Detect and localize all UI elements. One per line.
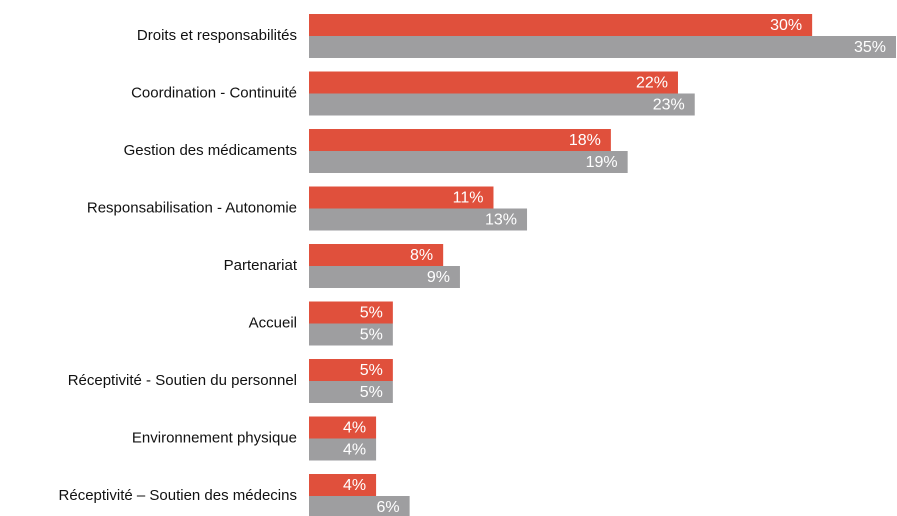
bar bbox=[309, 129, 611, 151]
value-label: 6% bbox=[377, 499, 400, 516]
value-label: 5% bbox=[360, 327, 383, 344]
bar bbox=[309, 186, 494, 209]
value-label: 4% bbox=[343, 420, 366, 437]
bar bbox=[309, 208, 528, 231]
value-label: 5% bbox=[360, 305, 383, 322]
category-label: Gestion des médicaments bbox=[124, 142, 297, 159]
bar bbox=[309, 381, 393, 403]
bar bbox=[309, 359, 393, 381]
value-label: 30% bbox=[770, 17, 802, 34]
value-label: 4% bbox=[343, 477, 366, 494]
bar bbox=[309, 301, 393, 324]
category-label: Partenariat bbox=[224, 257, 298, 274]
bar bbox=[309, 474, 377, 496]
bar bbox=[309, 323, 393, 346]
value-label: 9% bbox=[427, 269, 450, 286]
category-label: Accueil bbox=[249, 314, 297, 331]
value-label: 5% bbox=[360, 384, 383, 401]
value-label: 4% bbox=[343, 442, 366, 459]
bar bbox=[309, 266, 460, 288]
value-label: 18% bbox=[569, 132, 601, 149]
value-label: 22% bbox=[636, 75, 668, 92]
category-label: Réceptivité - Soutien du personnel bbox=[68, 372, 297, 389]
bar bbox=[309, 438, 377, 461]
category-label: Environnement physique bbox=[132, 429, 297, 446]
bar bbox=[309, 244, 444, 266]
bar bbox=[309, 93, 695, 116]
bar bbox=[309, 496, 410, 516]
value-label: 11% bbox=[453, 190, 484, 207]
category-label: Responsabilisation - Autonomie bbox=[87, 199, 297, 216]
value-label: 8% bbox=[410, 247, 433, 264]
bar bbox=[309, 14, 813, 36]
category-label: Réceptivité – Soutien des médecins bbox=[59, 487, 297, 504]
value-label: 13% bbox=[485, 212, 517, 229]
value-label: 5% bbox=[360, 362, 383, 379]
value-label: 23% bbox=[653, 97, 685, 114]
bar bbox=[309, 416, 377, 439]
value-label: 19% bbox=[586, 154, 618, 171]
value-label: 35% bbox=[854, 39, 886, 56]
bar bbox=[309, 71, 678, 94]
bar bbox=[309, 36, 896, 58]
bar bbox=[309, 151, 628, 173]
category-label: Coordination - Continuité bbox=[131, 84, 297, 101]
category-label: Droits et responsabilités bbox=[137, 27, 297, 44]
